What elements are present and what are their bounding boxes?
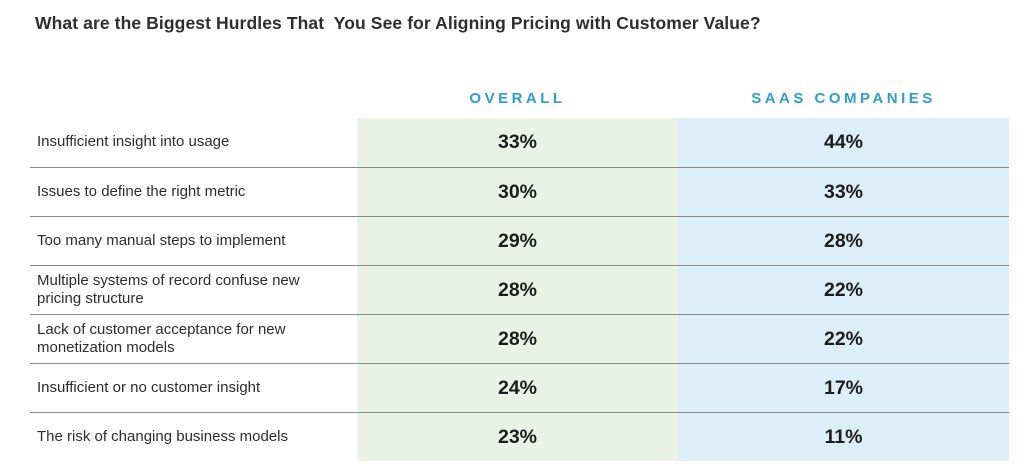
row-label: Multiple systems of record confuse new p… <box>37 271 300 307</box>
overall-value-cell: 24% <box>357 364 678 412</box>
overall-value-cell: 29% <box>357 217 678 265</box>
row-label: Insufficient insight into usage <box>37 133 230 151</box>
saas-value-cell: 22% <box>678 266 1009 314</box>
table-row: Lack of customer acceptance for new mone… <box>30 314 1009 363</box>
overall-value-cell: 30% <box>357 168 678 216</box>
table-row: Issues to define the right metric 30% 33… <box>30 167 1009 216</box>
row-label: The risk of changing business models <box>37 427 288 445</box>
row-label: Insufficient or no customer insight <box>37 378 261 396</box>
table-row: The risk of changing business models 23%… <box>30 412 1009 461</box>
table-row: Too many manual steps to implement 29% 2… <box>30 216 1009 265</box>
column-header-saas: SAAS COMPANIES <box>751 89 936 107</box>
overall-value-cell: 23% <box>357 413 678 461</box>
row-label: Lack of customer acceptance for new mone… <box>37 320 286 356</box>
table-body: Insufficient insight into usage 33% 44% … <box>30 118 1009 461</box>
table-row: Insufficient insight into usage 33% 44% <box>30 118 1009 167</box>
page-title: What are the Biggest Hurdles That You Se… <box>35 13 761 33</box>
overall-value-cell: 28% <box>357 266 678 314</box>
overall-value-cell: 33% <box>357 118 678 167</box>
column-header-overall: OVERALL <box>469 89 566 107</box>
table-row: Multiple systems of record confuse new p… <box>30 265 1009 314</box>
overall-value-cell: 28% <box>357 315 678 363</box>
table-row: Insufficient or no customer insight 24% … <box>30 363 1009 412</box>
saas-value-cell: 44% <box>678 118 1009 167</box>
comparison-table: OVERALL SAAS COMPANIES Insufficient insi… <box>30 78 1009 461</box>
row-label: Issues to define the right metric <box>37 182 246 200</box>
saas-value-cell: 33% <box>678 168 1009 216</box>
row-label: Too many manual steps to implement <box>37 231 286 249</box>
saas-value-cell: 11% <box>678 413 1009 461</box>
saas-value-cell: 17% <box>678 364 1009 412</box>
saas-value-cell: 22% <box>678 315 1009 363</box>
table-header-row: OVERALL SAAS COMPANIES <box>30 78 1009 118</box>
saas-value-cell: 28% <box>678 217 1009 265</box>
